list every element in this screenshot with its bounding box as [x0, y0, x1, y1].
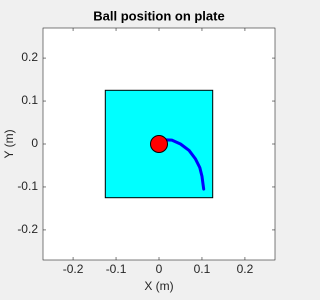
ball: [150, 135, 168, 153]
chart-title: Ball position on plate: [93, 8, 224, 23]
x-tick-label: -0.2: [63, 262, 84, 276]
y-tick-label: 0.1: [21, 93, 38, 107]
x-tick-label: 0: [156, 262, 163, 276]
x-tick-label: 0.1: [194, 262, 211, 276]
y-tick-label: -0.2: [17, 222, 38, 236]
chart: Ball position on plate X (m) Y (m) -0.2 -…: [2, 8, 276, 293]
y-tick-label: 0.2: [21, 50, 38, 64]
y-tick-label: -0.1: [17, 179, 38, 193]
y-tick-label: 0: [31, 136, 38, 150]
x-tick-label: 0.2: [237, 262, 254, 276]
x-axis-label: X (m): [144, 279, 173, 293]
x-tick-label: -0.1: [106, 262, 127, 276]
y-axis-label: Y (m): [2, 129, 16, 158]
trajectory-line: [161, 138, 206, 191]
